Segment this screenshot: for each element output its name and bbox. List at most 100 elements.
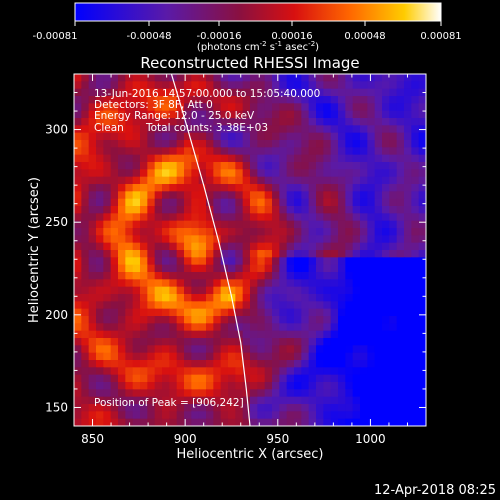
heatmap-cell <box>272 81 280 90</box>
heatmap-cell <box>125 382 134 390</box>
heatmap-cell <box>125 213 134 222</box>
heatmap-cell <box>294 323 302 332</box>
heatmap-cell <box>294 316 302 324</box>
heatmap-cell <box>74 367 82 376</box>
heatmap-cell <box>389 374 398 383</box>
heatmap-cell <box>169 323 178 332</box>
heatmap-cell <box>345 374 354 383</box>
heatmap-cell <box>264 411 273 420</box>
heatmap-cell <box>140 272 148 280</box>
heatmap-cell <box>308 96 317 104</box>
heatmap-cell <box>250 257 258 266</box>
heatmap-cell <box>140 404 148 412</box>
heatmap-cell <box>294 169 302 178</box>
heatmap-cell <box>88 257 97 266</box>
heatmap-cell <box>235 228 244 236</box>
heatmap-cell <box>191 103 200 112</box>
heatmap-cell <box>257 118 266 126</box>
heatmap-cell <box>382 110 390 119</box>
heatmap-cell <box>286 176 295 185</box>
heatmap-cell <box>198 162 207 170</box>
heatmap-cell <box>418 389 426 398</box>
heatmap-cell <box>418 338 426 346</box>
y-tick-label-1: 200 <box>45 308 68 322</box>
colorbar: -0.00081 -0.00048 -0.00016 0.00016 0.000… <box>33 2 462 53</box>
heatmap-cell <box>118 220 126 229</box>
heatmap-cell <box>125 294 134 302</box>
heatmap-cell <box>294 132 302 141</box>
heatmap-cell <box>360 404 368 412</box>
heatmap-cell <box>301 404 310 412</box>
heatmap-cell <box>382 257 390 266</box>
heatmap-cell <box>374 103 383 112</box>
heatmap-cell <box>88 162 97 170</box>
heatmap-cell <box>338 81 346 90</box>
heatmap-cell <box>96 242 104 251</box>
heatmap-cell <box>323 88 332 97</box>
heatmap-cell <box>235 316 244 324</box>
heatmap-cell <box>345 389 354 398</box>
heatmap-cell <box>118 360 126 368</box>
heatmap-cell <box>382 338 390 346</box>
heatmap-cell <box>389 345 398 354</box>
heatmap-cell <box>198 132 207 141</box>
heatmap-cell <box>96 191 104 200</box>
heatmap-cell <box>125 88 134 97</box>
heatmap-cell <box>250 228 258 236</box>
heatmap-cell <box>345 125 354 134</box>
annotation-block: 13-Jun-2016 14:57:00.000 to 15:05:40.000… <box>94 88 320 134</box>
heatmap-cell <box>74 411 82 420</box>
heatmap-cell <box>125 169 134 178</box>
heatmap-cell <box>125 301 134 310</box>
heatmap-cell <box>250 279 258 288</box>
heatmap-cell <box>279 404 288 412</box>
heatmap-cell <box>228 96 236 104</box>
heatmap-cell <box>279 316 288 324</box>
heatmap-cell <box>338 272 346 280</box>
heatmap-cell <box>206 308 214 317</box>
heatmap-cell <box>301 81 310 90</box>
heatmap-cell <box>81 206 90 214</box>
heatmap-cell <box>418 103 426 112</box>
heatmap-cell <box>132 81 141 90</box>
heatmap-cell <box>154 396 163 405</box>
colorbar-tick-label-5: 0.00081 <box>420 31 461 42</box>
heatmap-cell <box>360 257 368 266</box>
heatmap-cell <box>213 257 222 266</box>
heatmap-cell <box>220 88 229 97</box>
heatmap-cell <box>418 88 426 97</box>
heatmap-cell <box>367 169 376 178</box>
heatmap-cell <box>294 220 302 229</box>
heatmap-cell <box>308 169 317 178</box>
heatmap-cell <box>132 88 141 97</box>
heatmap-cell <box>301 418 310 426</box>
heatmap-cell <box>169 250 178 258</box>
heatmap-cell <box>110 140 119 148</box>
heatmap-cell <box>118 389 126 398</box>
heatmap-cell <box>220 198 229 207</box>
heatmap-cell <box>81 294 90 302</box>
heatmap-cell <box>191 345 200 354</box>
heatmap-cell <box>286 352 295 361</box>
heatmap-cell <box>110 184 119 192</box>
heatmap-cell <box>286 374 295 383</box>
heatmap-cell <box>220 191 229 200</box>
heatmap-cell <box>308 213 317 222</box>
heatmap-cell <box>374 250 383 258</box>
heatmap-cell <box>140 286 148 295</box>
heatmap-cell <box>352 154 361 163</box>
heatmap-cell <box>213 382 222 390</box>
heatmap-cell <box>396 367 405 376</box>
heatmap-cell <box>96 374 104 383</box>
heatmap-cell <box>345 88 354 97</box>
heatmap-cell <box>352 103 361 112</box>
heatmap-cell <box>308 389 317 398</box>
heatmap-cell <box>272 338 280 346</box>
heatmap-cell <box>110 220 119 229</box>
heatmap-cell <box>411 367 420 376</box>
heatmap-cell <box>396 140 405 148</box>
heatmap-cell <box>374 272 383 280</box>
heatmap-cell <box>367 198 376 207</box>
heatmap-cell <box>169 382 178 390</box>
heatmap-cell <box>110 162 119 170</box>
